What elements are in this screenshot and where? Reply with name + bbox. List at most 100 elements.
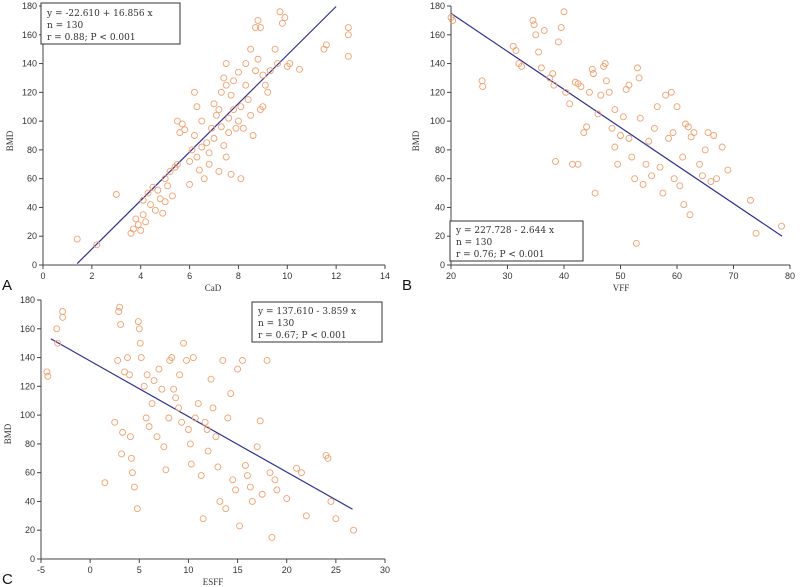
data-point-c [298, 469, 305, 477]
y-tick-label-c: 0 [30, 554, 35, 564]
data-point-b [701, 146, 709, 154]
data-point-c [268, 533, 276, 541]
stats-n-a: n = 130 [47, 21, 84, 31]
data-point-a [151, 206, 159, 214]
data-point-c [145, 423, 153, 431]
data-point-a [159, 209, 167, 217]
data-point-a [188, 146, 196, 154]
data-point-b [686, 211, 694, 219]
x-axis-label-c: ESFF [203, 577, 224, 587]
stats-equation-a: y = -22.610 + 16.856 x [46, 9, 153, 19]
x-tick-label-b: 60 [672, 271, 682, 281]
y-axis-label-a: BMD [5, 130, 15, 151]
data-point-b [562, 88, 570, 96]
data-point-c [271, 476, 279, 484]
data-point-c [158, 385, 166, 393]
data-point-c [191, 414, 199, 422]
data-point-c [266, 469, 274, 477]
x-tick-label-a: 10 [282, 271, 292, 281]
data-point-a [181, 126, 189, 134]
data-point-b [617, 132, 624, 139]
y-tick-label-c: 140 [20, 353, 35, 363]
data-point-b [713, 175, 720, 183]
plot-area-a: 0 20 40 60 80 100 120 140 160 180 0 2 4 6 8 10 12 14 [22, 1, 390, 281]
data-point-c [114, 356, 122, 364]
data-point-c [176, 371, 184, 379]
data-point-c [160, 443, 168, 451]
data-point-a [266, 67, 274, 75]
data-point-a [234, 68, 242, 76]
data-point-b [532, 31, 540, 39]
data-point-c [227, 390, 235, 397]
stats-box-frame-c [251, 301, 383, 343]
data-point-b [628, 153, 636, 161]
data-point-b [679, 153, 687, 161]
data-point-b [669, 129, 677, 137]
data-point-b [478, 77, 486, 85]
data-point-c [207, 375, 215, 383]
data-point-b [611, 106, 619, 114]
y-tick-label-a: 60 [27, 174, 37, 184]
data-point-c [134, 318, 142, 326]
data-point-b [650, 124, 658, 132]
data-point-a [210, 100, 218, 108]
data-point-b [518, 62, 526, 70]
data-point-a [139, 211, 147, 219]
y-tick-label-b: 180 [430, 1, 445, 11]
data-point-b [639, 180, 647, 188]
data-point-b [659, 189, 667, 197]
data-point-a [173, 160, 181, 168]
data-point-a [193, 153, 201, 161]
data-point-c [243, 472, 251, 479]
y-tick-label-c: 160 [20, 324, 35, 334]
data-point-b [535, 48, 543, 56]
data-point-c [203, 426, 211, 433]
panel-letter-a: A [2, 277, 12, 294]
y-tick-label-b: 120 [430, 87, 445, 97]
x-tick-label-b: 80 [785, 271, 795, 281]
data-point-b [619, 113, 627, 121]
data-point-a [203, 139, 211, 147]
data-point-b [687, 133, 695, 141]
data-point-b [614, 160, 622, 168]
data-point-a [154, 186, 162, 194]
data-point-b [710, 132, 718, 139]
y-tick-label-b: 100 [430, 116, 445, 126]
x-tick-label-c: 5 [137, 565, 142, 575]
data-point-a [161, 175, 169, 183]
data-point-a [137, 227, 145, 234]
data-point-c [153, 433, 161, 441]
data-point-c [273, 486, 281, 494]
data-point-a [230, 106, 237, 114]
data-point-a [198, 143, 206, 151]
x-tick-label-c: 25 [331, 565, 341, 575]
data-point-c [186, 440, 194, 448]
data-point-c [128, 469, 136, 477]
data-point-b [560, 8, 568, 16]
data-point-b [636, 114, 644, 122]
data-point-b [569, 160, 576, 168]
y-tick-label-c: 100 [20, 410, 35, 420]
data-point-a [222, 60, 230, 68]
data-point-c [184, 426, 192, 433]
y-tick-label-a: 180 [22, 1, 37, 11]
data-point-b [632, 239, 640, 247]
data-point-a [215, 168, 223, 175]
panel-letter-c: C [2, 571, 13, 587]
y-tick-label-a: 140 [22, 59, 37, 69]
stats-equation-b: y = 227.728 - 2.644 x [455, 226, 554, 236]
data-point-a [264, 88, 272, 96]
data-point-b [530, 21, 538, 29]
data-point-c [180, 339, 187, 347]
data-point-b [665, 134, 672, 142]
x-tick-label-a: 4 [138, 271, 143, 281]
data-point-c [121, 368, 128, 376]
data-point-b [656, 163, 664, 171]
stats-r-a: r = 0.88; P < 0.001 [47, 33, 136, 43]
data-point-b [673, 103, 681, 111]
data-point-a [205, 149, 213, 157]
regression-line-c [50, 338, 353, 510]
y-tick-label-c: 60 [25, 468, 35, 478]
data-point-c [130, 483, 138, 491]
data-point-b [589, 70, 597, 78]
